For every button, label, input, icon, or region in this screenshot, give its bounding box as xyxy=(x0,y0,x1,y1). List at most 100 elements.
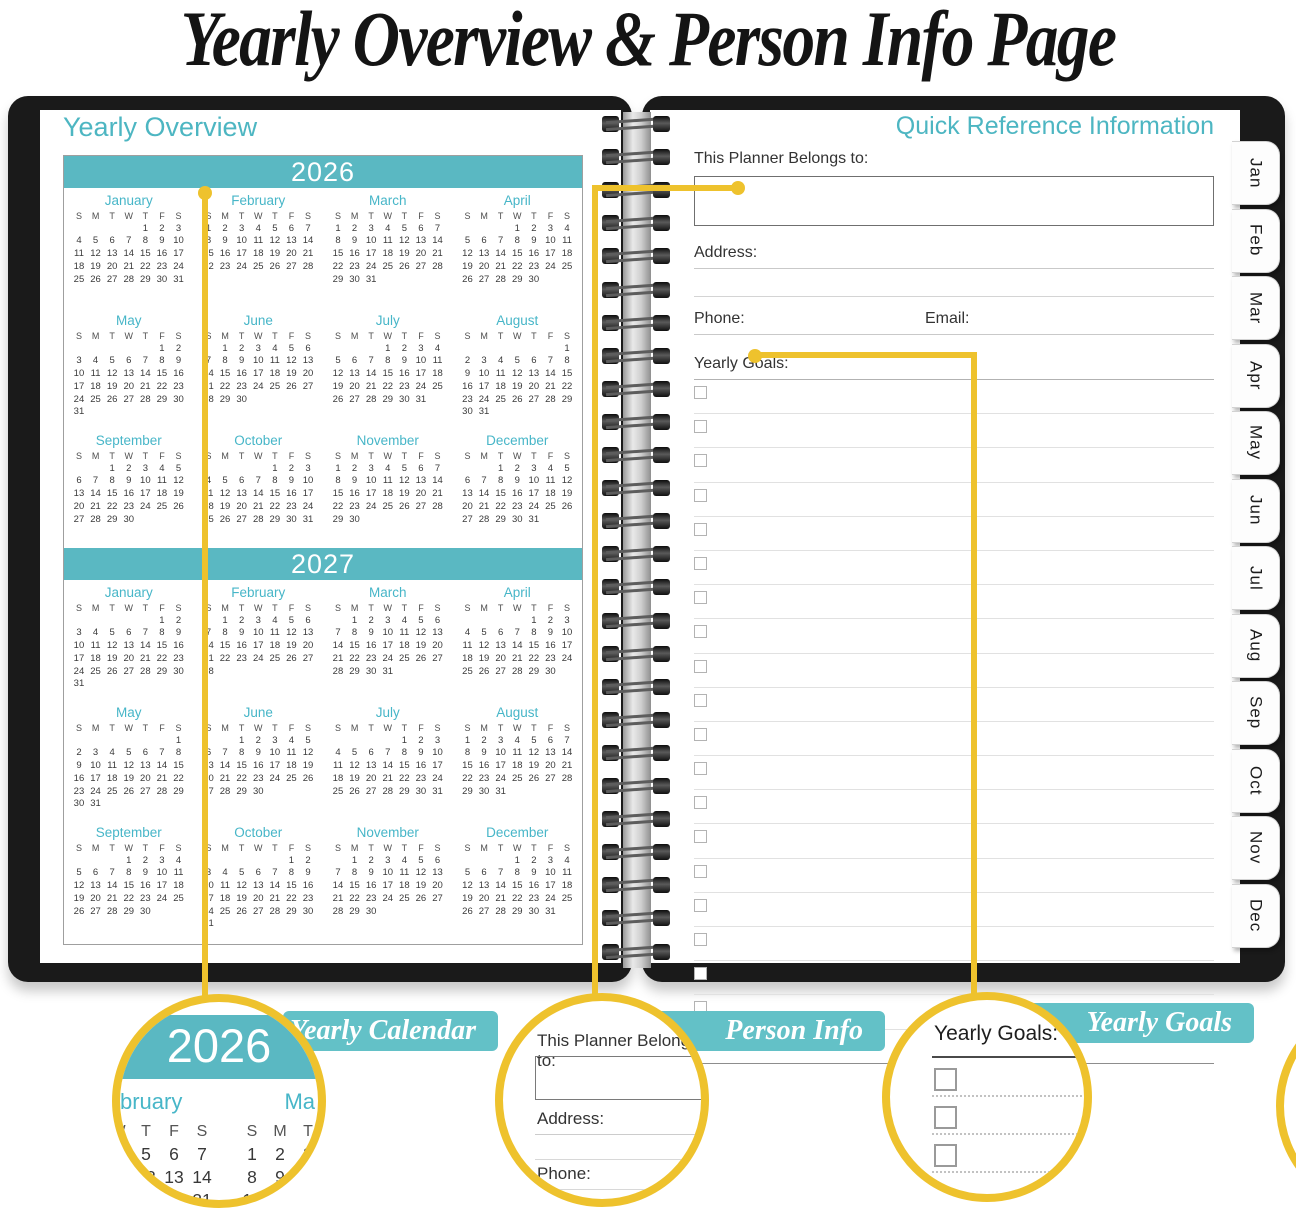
dow-cell: T xyxy=(142,451,149,461)
day-cell: 28 xyxy=(302,260,314,272)
dow-cell: T xyxy=(238,451,245,461)
day-cell: 15 xyxy=(269,488,281,500)
quick-reference-form: This Planner Belongs to: Address: Phone:… xyxy=(694,150,1214,1064)
dow-cell: S xyxy=(305,603,312,613)
day-cell: 17 xyxy=(545,880,556,892)
tab-jan: Jan xyxy=(1232,141,1280,205)
dow-cell: T xyxy=(238,723,245,733)
month-2026-november: November S M T W T F S 1 2 3 4 5 6 7 8 9 10 11 12 13 14 15 16 17… xyxy=(323,428,453,548)
day-cell: 25 xyxy=(382,260,394,272)
day-cell: 3 xyxy=(564,614,570,626)
day-cell: 2 xyxy=(531,854,537,866)
day-cell: 20 xyxy=(73,500,85,512)
day-cell: 19 xyxy=(106,380,118,392)
dow-cell: T xyxy=(497,723,504,733)
day-cell: 8 xyxy=(351,867,358,879)
blank-cell xyxy=(542,343,559,356)
spiral-right-end xyxy=(653,877,670,894)
magnifier-yearly-goals: Yearly Goals: xyxy=(882,992,1092,1202)
day-cell: 3 xyxy=(175,222,182,234)
blank-cell xyxy=(459,463,476,476)
day-cell: 16 xyxy=(349,488,360,500)
day-cell: 18 xyxy=(399,880,410,892)
day-cell: 26 xyxy=(399,500,410,512)
blank-cell xyxy=(459,343,476,356)
day-cell: 28 xyxy=(561,772,573,784)
month-name: November xyxy=(356,433,419,448)
blank-cell xyxy=(217,463,234,476)
day-cell: 30 xyxy=(173,393,184,405)
day-cell: 8 xyxy=(564,355,570,367)
day-cell: 14 xyxy=(365,368,377,380)
day-cell: 7 xyxy=(109,867,115,879)
day-cell: 27 xyxy=(302,652,314,664)
day-cell: 15 xyxy=(349,880,360,892)
tab-dec: Dec xyxy=(1232,883,1280,948)
day-cell: 12 xyxy=(136,1167,156,1187)
day-cell: 25 xyxy=(219,905,231,917)
goal-row xyxy=(694,830,1214,859)
blank-cell xyxy=(379,735,396,748)
month-calendar: S M T W T F S 1 2 3 4 5 6 7 8 9 10 11 12 13 14 15 16 17 18 19 20 21… xyxy=(64,602,194,691)
day-cell: 4 xyxy=(272,614,278,626)
day-cell: 23 xyxy=(415,772,427,784)
day-cell: 24 xyxy=(415,380,427,392)
blank-cell xyxy=(87,735,104,748)
day-cell: 6 xyxy=(126,355,132,367)
blank-cell xyxy=(104,615,121,628)
day-cell: 5 xyxy=(514,355,520,367)
dow-cell: T xyxy=(142,843,149,853)
day-cell: 4 xyxy=(335,747,341,759)
dow-cell: F xyxy=(418,451,424,461)
tab-jul: Jul xyxy=(1232,546,1280,610)
day-cell: 9 xyxy=(514,475,520,487)
day-cell: 11 xyxy=(74,248,84,260)
blank-cell xyxy=(104,343,121,356)
day-cell: 23 xyxy=(478,772,490,784)
day-cell: 20 xyxy=(302,640,314,652)
dow-cell: W xyxy=(124,603,134,613)
day-cell: 27 xyxy=(349,393,360,405)
goal-checkbox xyxy=(694,522,707,536)
dow-cell: M xyxy=(480,451,488,461)
spiral-loop xyxy=(594,678,680,696)
dow-cell: M xyxy=(480,843,488,853)
dow-cell: M xyxy=(480,211,488,221)
day-cell: 4 xyxy=(547,462,554,474)
day-cell: 11 xyxy=(562,235,572,247)
phone-email-row: Phone: Email: xyxy=(694,310,1214,335)
day-cell: 20 xyxy=(123,380,135,392)
dow-cell: W xyxy=(513,723,522,733)
dow-cell: S xyxy=(464,723,471,733)
spiral-right-end xyxy=(653,844,670,861)
day-cell: 19 xyxy=(332,380,344,392)
day-cell: 5 xyxy=(239,867,245,879)
day-cell: 13 xyxy=(432,627,443,639)
goal-row xyxy=(694,727,1214,757)
address-line-2 xyxy=(694,269,1214,297)
day-cell: 30 xyxy=(173,665,184,677)
day-cell: 8 xyxy=(335,235,341,247)
day-cell: 21 xyxy=(495,260,506,272)
spiral-loop xyxy=(594,546,680,563)
day-cell: 16 xyxy=(365,640,377,652)
goal-row xyxy=(694,386,1214,415)
day-cell: 23 xyxy=(252,772,264,784)
day-cell: 16 xyxy=(462,380,473,392)
dow-cell: T xyxy=(238,331,245,341)
month-name: September xyxy=(95,825,162,840)
month-2026-march: March S M T W T F S 1 2 3 4 5 6 7 8 9 10 11 12 13 14 15 16 17 18 1… xyxy=(323,188,453,308)
month-name: October xyxy=(234,433,283,448)
day-cell: 14 xyxy=(432,475,443,487)
day-cell: 3 xyxy=(368,462,374,474)
day-cell: 3 xyxy=(305,462,311,474)
day-cell: 28 xyxy=(382,785,394,797)
day-cell: 4 xyxy=(175,854,182,866)
day-cell: 25 xyxy=(90,393,101,405)
dow-cell: W xyxy=(254,843,263,853)
day-cell: 30 xyxy=(528,905,540,917)
magnifier-person-info: This Planner Belongs to: Address: Phone: xyxy=(495,993,709,1207)
day-cell: 8 xyxy=(126,867,132,879)
day-cell: 31 xyxy=(90,798,101,810)
